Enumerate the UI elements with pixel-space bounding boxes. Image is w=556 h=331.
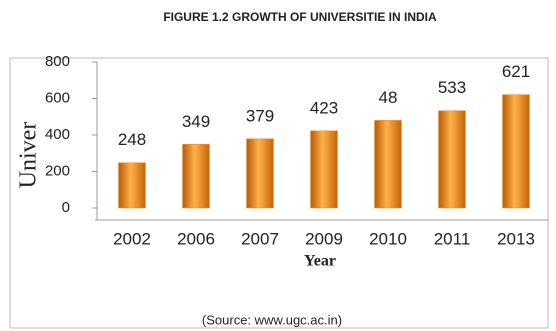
x-tick-label: 2007	[241, 229, 279, 248]
bar	[502, 94, 530, 209]
x-tick-label: 2009	[305, 229, 343, 248]
x-tick-label: 2011	[434, 229, 471, 248]
bar	[438, 110, 466, 209]
chart-title: FIGURE 1.2 GROWTH OF UNIVERSITIE IN INDI…	[163, 10, 437, 24]
y-tick-label: 0	[62, 199, 70, 216]
value-label: 379	[246, 106, 274, 125]
bar	[374, 120, 402, 209]
bar	[246, 138, 274, 209]
bar	[118, 162, 146, 209]
chart-frame	[9, 57, 549, 329]
y-axis-label: Univer	[16, 122, 42, 189]
x-tick-label: 2013	[497, 229, 535, 248]
value-label: 349	[182, 112, 210, 131]
bar	[182, 144, 210, 209]
value-label: 423	[310, 98, 338, 117]
y-tick-label: 400	[45, 126, 70, 143]
x-tick-label: 2010	[369, 229, 407, 248]
value-label: 48	[379, 88, 398, 107]
x-axis-label: Year	[304, 253, 336, 270]
y-tick-label: 200	[45, 162, 70, 179]
bar	[310, 130, 338, 209]
value-label: 621	[502, 62, 530, 81]
value-label: 533	[438, 78, 466, 97]
source-note: (Source: www.ugc.ac.in)	[202, 312, 342, 327]
x-tick-label: 2006	[177, 229, 215, 248]
y-tick-label: 600	[45, 89, 70, 106]
y-tick-label: 800	[45, 53, 70, 70]
value-label: 248	[118, 130, 146, 149]
x-tick-label: 2002	[113, 229, 151, 248]
